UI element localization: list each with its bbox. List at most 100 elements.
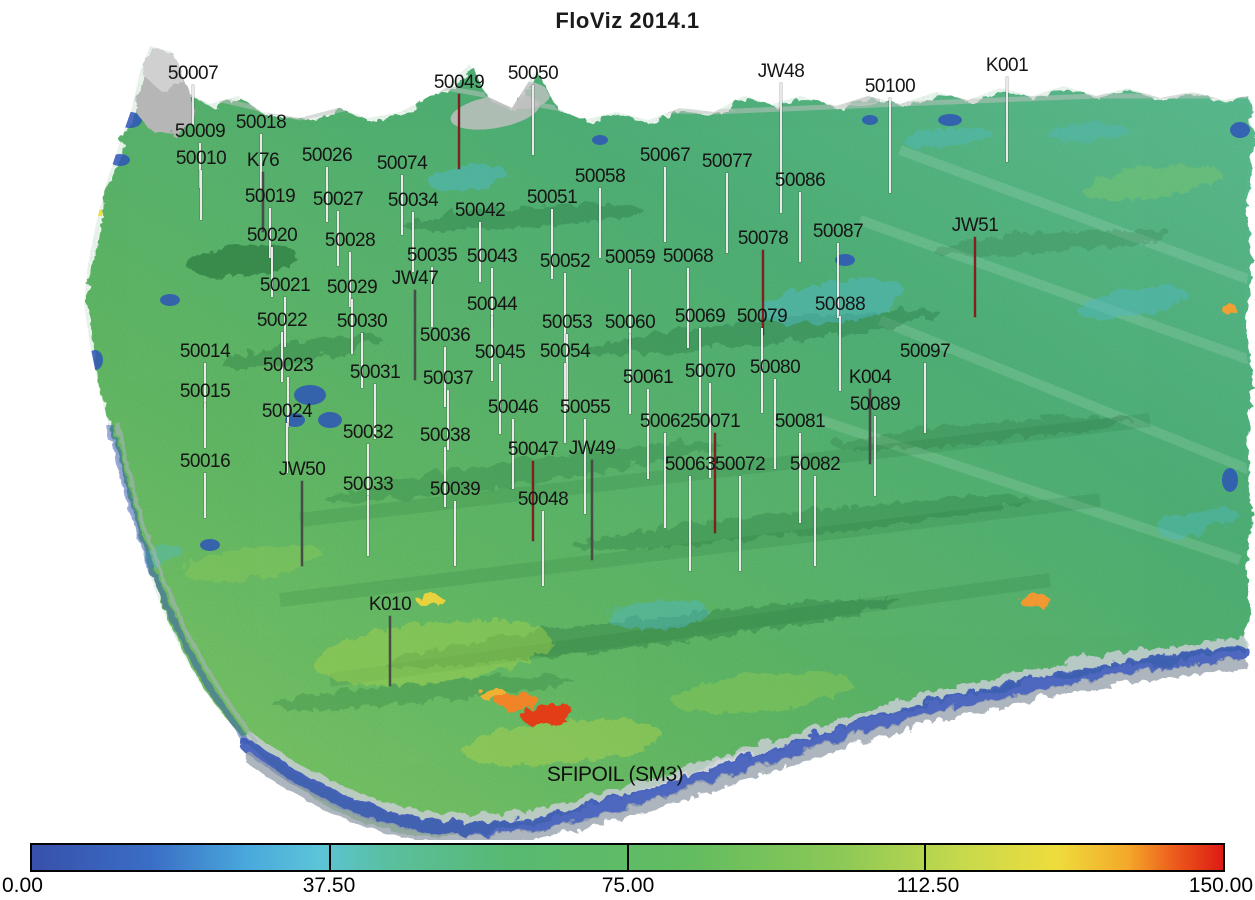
well-label[interactable]: 50060 (604, 312, 656, 333)
well-stick (774, 379, 776, 469)
well-label[interactable]: 50030 (336, 311, 388, 332)
well-label[interactable]: JW47 (391, 268, 439, 289)
well-stick (412, 212, 414, 272)
well-label[interactable]: 50055 (559, 397, 611, 418)
well-label[interactable]: 50020 (246, 225, 298, 246)
well-stick (444, 447, 446, 507)
well-label[interactable]: 50048 (517, 489, 569, 510)
colorbar[interactable] (30, 843, 1225, 872)
well-label[interactable]: 50049 (433, 72, 485, 93)
well-label[interactable]: 50100 (864, 76, 916, 97)
well-label[interactable]: 50071 (689, 411, 741, 432)
well-label[interactable]: JW51 (951, 215, 999, 236)
well-stick (924, 363, 926, 433)
well-stick (584, 419, 586, 514)
wells-layer: 50007 50049 50050 JW48 50100 K001 50009 50018 50… (167, 55, 1029, 686)
well-label[interactable]: 50019 (244, 186, 296, 207)
well-label[interactable]: K010 (368, 594, 412, 615)
well-label[interactable]: 50015 (179, 381, 231, 402)
well-label[interactable]: 50036 (419, 325, 471, 346)
well-label[interactable]: 50067 (639, 145, 691, 166)
well-stick (869, 389, 871, 464)
well-label[interactable]: 50062 (639, 411, 691, 432)
hot-spots (84, 204, 1233, 723)
well-label[interactable]: 50026 (301, 145, 353, 166)
well-label[interactable]: K004 (848, 367, 892, 388)
well-label[interactable]: 50097 (899, 341, 951, 362)
well-stick (286, 423, 288, 473)
well-label[interactable]: 50063 (664, 454, 716, 475)
well-label[interactable]: 50010 (175, 148, 227, 169)
well-label[interactable]: 50045 (474, 342, 526, 363)
well-label[interactable]: 50050 (507, 63, 559, 84)
well-label[interactable]: 50054 (539, 341, 591, 362)
well-label[interactable]: JW50 (278, 459, 326, 480)
well-label[interactable]: 50079 (736, 306, 788, 327)
well-label[interactable]: 50046 (487, 397, 539, 418)
well-label[interactable]: 50042 (454, 200, 506, 221)
well-label[interactable]: 50053 (541, 312, 593, 333)
well-label[interactable]: 50022 (256, 310, 308, 331)
well-label[interactable]: 50052 (539, 251, 591, 272)
well-label[interactable]: 50023 (262, 355, 314, 376)
well-label[interactable]: 50080 (749, 357, 801, 378)
well-stick (762, 250, 764, 335)
well-label[interactable]: 50082 (789, 454, 841, 475)
well-label[interactable]: K001 (985, 55, 1029, 76)
well-label[interactable]: 50070 (684, 361, 736, 382)
well-stick (532, 85, 534, 155)
well-label[interactable]: 50024 (261, 401, 313, 422)
property-label: SFIPOIL (SM3) (546, 763, 684, 786)
well-label[interactable]: JW49 (568, 438, 616, 459)
reservoir-3d-render (84, 46, 1252, 840)
well-label[interactable]: 50087 (812, 221, 864, 242)
well-label[interactable]: 50027 (312, 189, 364, 210)
well-label[interactable]: 50039 (429, 479, 481, 500)
well-label[interactable]: 50007 (167, 63, 219, 84)
well-label[interactable]: JW48 (757, 61, 805, 82)
well-label[interactable]: 50088 (814, 294, 866, 315)
well-stick (814, 476, 816, 566)
well-label[interactable]: 50016 (179, 451, 231, 472)
well-stick (349, 252, 351, 307)
well-label[interactable]: 50069 (674, 306, 726, 327)
well-stick (389, 616, 391, 686)
well-label[interactable]: 50059 (604, 247, 656, 268)
well-label[interactable]: 50029 (326, 277, 378, 298)
well-label[interactable]: K76 (246, 150, 280, 171)
well-stick (337, 211, 339, 266)
well-label[interactable]: 50037 (422, 368, 474, 389)
well-label[interactable]: 50047 (507, 439, 559, 460)
well-label[interactable]: 50043 (466, 246, 518, 267)
3d-viewport[interactable]: 50007 50049 50050 JW48 50100 K001 50009 50018 50… (0, 0, 1255, 840)
well-label[interactable]: 50077 (701, 151, 753, 172)
well-stick (301, 481, 303, 566)
well-stick (200, 170, 202, 220)
well-label[interactable]: 50038 (419, 425, 471, 446)
well-label[interactable]: 50009 (174, 121, 226, 142)
well-label[interactable]: 50031 (349, 362, 401, 383)
well-label[interactable]: 50081 (774, 411, 826, 432)
well-label[interactable]: 50058 (574, 166, 626, 187)
well-label[interactable]: 50068 (662, 246, 714, 267)
well-label[interactable]: 50034 (387, 190, 439, 211)
well-label[interactable]: 50028 (324, 230, 376, 251)
well-label[interactable]: 50044 (466, 294, 518, 315)
well-label[interactable]: 50089 (849, 394, 901, 415)
well-label[interactable]: 50035 (406, 245, 458, 266)
well-label[interactable]: 50086 (774, 170, 826, 191)
well-label[interactable]: 50051 (526, 187, 578, 208)
well-stick (974, 237, 976, 317)
colorbar-label-q3: 112.50 (896, 874, 960, 897)
well-label[interactable]: 50021 (259, 275, 311, 296)
well-label[interactable]: 50014 (179, 341, 231, 362)
well-label[interactable]: 50072 (714, 454, 766, 475)
well-label[interactable]: 50078 (737, 228, 789, 249)
well-label[interactable]: 50032 (342, 422, 394, 443)
well-label[interactable]: 50018 (235, 112, 287, 133)
well-label[interactable]: 50061 (622, 367, 674, 388)
well-stick (491, 268, 493, 328)
well-label[interactable]: 50033 (342, 474, 394, 495)
well-label[interactable]: 50074 (376, 153, 428, 174)
well-stick (192, 85, 194, 125)
